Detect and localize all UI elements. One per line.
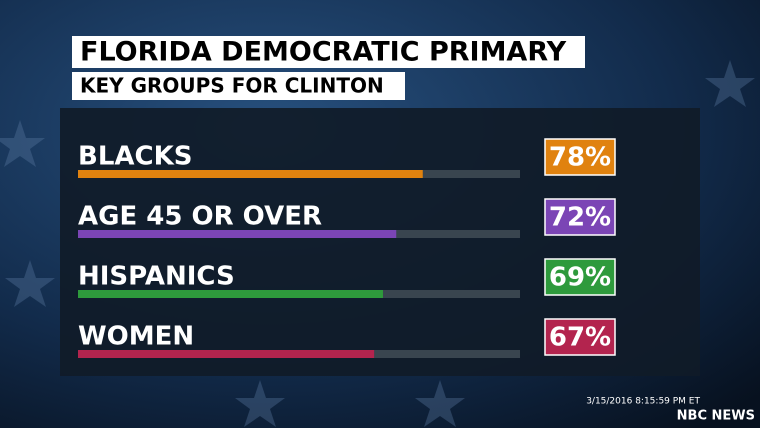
value-label: 69% [549,263,611,293]
chart-subtitle: KEY GROUPS FOR CLINTON [80,74,384,98]
bar [78,230,397,238]
source-logo: NBC NEWS [677,409,755,424]
bar [78,170,423,178]
stars [0,60,755,427]
category-label: BLACKS [78,142,192,172]
bar [78,290,383,298]
category-label: HISPANICS [78,262,235,292]
category-label: WOMEN [78,322,194,352]
chart-title: FLORIDA DEMOCRATIC PRIMARY [80,37,567,68]
value-label: 72% [549,203,611,233]
bar [78,350,375,358]
timestamp: 3/15/2016 8:15:59 PM ET [586,397,700,407]
value-box [544,318,616,356]
value-box [544,198,616,236]
title-box [72,36,585,68]
value-box [544,258,616,296]
value-label: 78% [549,143,611,173]
category-label: AGE 45 OR OVER [78,202,322,232]
value-label: 67% [549,323,611,353]
subtitle-box [72,72,405,100]
value-box [544,138,616,176]
